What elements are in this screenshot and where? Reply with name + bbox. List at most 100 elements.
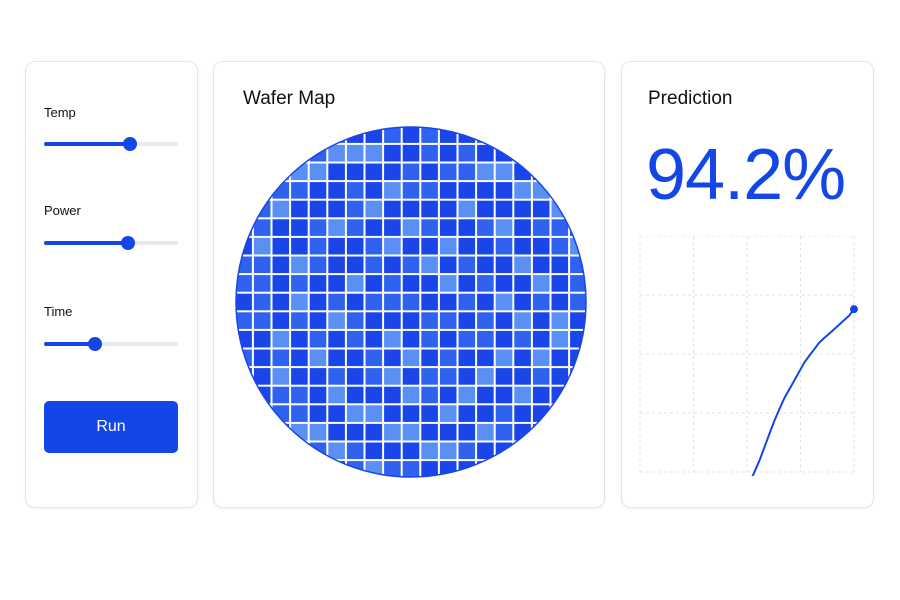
wafer-die xyxy=(309,163,327,181)
wafer-die xyxy=(495,293,513,311)
wafer-die xyxy=(253,293,271,311)
slider-thumb[interactable] xyxy=(87,337,102,351)
wafer-die xyxy=(421,163,438,181)
wafer-die xyxy=(532,127,550,143)
wafer-die xyxy=(439,163,457,181)
power-slider[interactable] xyxy=(44,236,178,250)
wafer-die xyxy=(384,368,401,385)
wafer-die xyxy=(477,330,494,348)
slider-thumb[interactable] xyxy=(122,137,137,151)
prediction-panel: Prediction 94.2% xyxy=(621,61,874,508)
wafer-die xyxy=(272,200,290,218)
wafer-die xyxy=(272,386,290,404)
wafer-die xyxy=(495,330,513,348)
wafer-die xyxy=(291,256,308,274)
wafer-die xyxy=(346,256,364,274)
wafer-die xyxy=(532,349,550,367)
wafer-die xyxy=(477,368,494,385)
wafer-die xyxy=(532,237,550,255)
wafer-die xyxy=(365,163,383,181)
wafer-die xyxy=(421,219,438,236)
wafer-die xyxy=(384,219,401,236)
temp-label: Temp xyxy=(44,105,76,120)
wafer-die xyxy=(346,442,364,460)
wafer-die xyxy=(384,144,401,162)
wafer-die xyxy=(551,368,569,385)
wafer-die xyxy=(551,219,569,236)
wafer-die xyxy=(458,219,476,236)
trend-endpoint-marker xyxy=(850,305,858,314)
run-button[interactable]: Run xyxy=(44,401,178,453)
wafer-die xyxy=(253,144,271,162)
wafer-die xyxy=(384,127,401,143)
wafer-die xyxy=(477,442,494,460)
wafer-die xyxy=(365,349,383,367)
wafer-die xyxy=(346,293,364,311)
wafer-die xyxy=(439,293,457,311)
slider-fill xyxy=(44,241,129,245)
wafer-die xyxy=(346,275,364,292)
wafer-die xyxy=(309,256,327,274)
wafer-die xyxy=(458,442,476,460)
prediction-trend-chart xyxy=(639,236,858,476)
wafer-die xyxy=(402,144,420,162)
wafer-die xyxy=(365,219,383,236)
wafer-die xyxy=(384,200,401,218)
wafer-die xyxy=(328,330,345,348)
wafer-die xyxy=(495,461,513,477)
wafer-die xyxy=(570,275,586,292)
wafer-die xyxy=(477,349,494,367)
wafer-die xyxy=(514,368,531,385)
wafer-map-title: Wafer Map xyxy=(243,88,336,109)
wafer-die xyxy=(291,127,308,143)
wafer-die xyxy=(458,163,476,181)
wafer-die xyxy=(272,293,290,311)
wafer-die xyxy=(458,349,476,367)
wafer-die xyxy=(328,219,345,236)
wafer-die xyxy=(346,182,364,199)
wafer-die xyxy=(570,330,586,348)
wafer-die xyxy=(439,330,457,348)
wafer-die xyxy=(346,330,364,348)
wafer-die xyxy=(551,312,569,329)
wafer-die xyxy=(328,163,345,181)
temp-slider[interactable] xyxy=(44,137,178,151)
wafer-die xyxy=(365,405,383,422)
wafer-die xyxy=(328,182,345,199)
wafer-die xyxy=(421,330,438,348)
wafer-die xyxy=(514,386,531,404)
wafer-die xyxy=(346,312,364,329)
wafer-die xyxy=(309,368,327,385)
wafer-die xyxy=(309,330,327,348)
wafer-die xyxy=(309,275,327,292)
wafer-die xyxy=(532,312,550,329)
time-slider[interactable] xyxy=(44,337,178,351)
wafer-die xyxy=(439,275,457,292)
wafer-die xyxy=(421,461,438,477)
wafer-die xyxy=(477,405,494,422)
wafer-die xyxy=(309,182,327,199)
wafer-die xyxy=(236,330,252,348)
slider-fill xyxy=(44,342,95,346)
wafer-die xyxy=(551,423,569,441)
wafer-die xyxy=(421,312,438,329)
wafer-die xyxy=(236,127,252,143)
wafer-die xyxy=(421,293,438,311)
wafer-die xyxy=(291,219,308,236)
wafer-die xyxy=(477,237,494,255)
wafer-die xyxy=(532,275,550,292)
wafer-die xyxy=(514,405,531,422)
wafer-die xyxy=(384,163,401,181)
wafer-die xyxy=(402,442,420,460)
wafer-die xyxy=(402,293,420,311)
wafer-die xyxy=(495,237,513,255)
wafer-die xyxy=(384,423,401,441)
wafer-die xyxy=(439,237,457,255)
wafer-die xyxy=(532,200,550,218)
wafer-die xyxy=(421,237,438,255)
slider-thumb[interactable] xyxy=(121,236,136,250)
wafer-die xyxy=(236,256,252,274)
wafer-die xyxy=(365,144,383,162)
wafer-die xyxy=(495,349,513,367)
wafer-die xyxy=(365,256,383,274)
